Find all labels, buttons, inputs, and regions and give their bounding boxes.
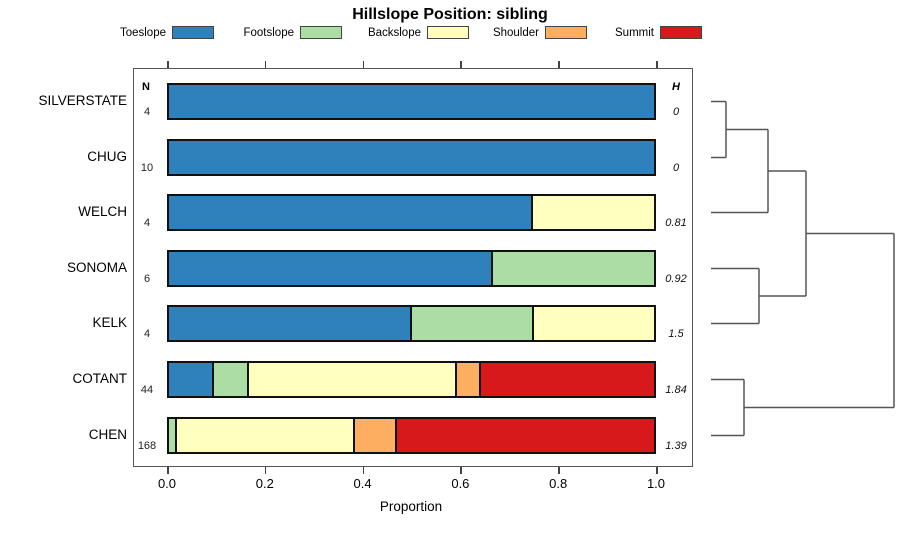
bar-cotant [167, 361, 656, 398]
bar-chug [167, 139, 656, 176]
x-axis-tick [167, 61, 169, 68]
legend-label: Footslope [243, 27, 294, 39]
bar-sonoma [167, 250, 656, 287]
legend-swatch-toeslope [172, 26, 214, 39]
n-column-header: N [142, 81, 150, 93]
x-axis-tick [362, 61, 365, 68]
bar-segment-toeslope [169, 307, 412, 340]
bar-segment-summit [397, 419, 654, 452]
row-label-welch: WELCH [78, 203, 127, 219]
row-label-silverstate: SILVERSTATE [38, 92, 127, 108]
bar-segment-backslope [533, 196, 654, 229]
x-axis-tick-label: 0.8 [549, 476, 568, 491]
row-label-chug: CHUG [87, 148, 127, 164]
bar-segment-shoulder [355, 419, 398, 452]
row-label-sonoma: SONOMA [66, 259, 127, 275]
bar-segment-toeslope [169, 85, 654, 118]
x-axis-tick-label: 0.2 [255, 476, 274, 491]
x-axis-tick-label: 1.0 [646, 476, 666, 491]
h-column-header: H [672, 81, 680, 93]
h-value: 0.81 [665, 217, 687, 229]
bar-kelk [167, 305, 656, 342]
bar-segment-footslope [493, 252, 654, 285]
bar-segment-toeslope [169, 363, 215, 396]
plot-area [133, 68, 693, 467]
bar-segment-toeslope [169, 196, 534, 229]
x-axis-label: Proportion [379, 499, 443, 514]
bar-segment-backslope [533, 307, 654, 340]
h-value: 0 [672, 106, 680, 118]
n-value: 4 [143, 217, 151, 229]
x-axis-tick-label: 0.4 [353, 476, 372, 491]
legend-swatch-shoulder [545, 26, 587, 39]
n-value: 168 [137, 440, 157, 452]
x-axis-tick [460, 61, 462, 68]
h-value: 0 [672, 162, 680, 174]
bar-segment-backslope [248, 363, 457, 396]
x-axis-tick [558, 467, 560, 474]
bar-segment-footslope [214, 363, 249, 396]
row-label-kelk: KELK [92, 314, 127, 330]
n-value: 4 [143, 106, 151, 118]
h-value: 1.84 [665, 384, 687, 396]
bar-segment-footslope [411, 307, 534, 340]
x-axis-tick [264, 467, 267, 474]
x-axis-tick [656, 467, 658, 474]
n-value: 4 [143, 328, 151, 340]
n-value: 44 [140, 384, 154, 396]
bar-welch [167, 194, 656, 231]
h-value: 1.5 [668, 328, 684, 340]
legend-label: Shoulder [492, 27, 539, 39]
x-axis-tick-label: 0.0 [157, 476, 177, 491]
bar-segment-backslope [176, 419, 356, 452]
x-axis-tick [656, 61, 658, 68]
x-axis-tick [558, 61, 560, 68]
legend-label: Summit [615, 27, 654, 39]
n-value: 10 [140, 162, 154, 174]
bar-segment-toeslope [169, 141, 654, 174]
legend-label: Toeslope [119, 27, 166, 39]
x-axis-tick [460, 467, 462, 474]
x-axis-tick [264, 61, 267, 68]
h-value: 1.39 [665, 440, 687, 452]
legend-swatch-summit [660, 26, 702, 39]
legend-label: Backslope [367, 27, 421, 39]
h-value: 0.92 [665, 273, 687, 285]
legend-swatch-backslope [427, 26, 469, 39]
bar-segment-toeslope [169, 252, 494, 285]
bar-segment-summit [480, 363, 654, 396]
legend-swatch-footslope [300, 26, 342, 39]
row-label-chen: CHEN [88, 426, 127, 442]
bar-segment-shoulder [456, 363, 481, 396]
n-value: 6 [143, 273, 151, 285]
bar-chen [167, 417, 656, 454]
x-axis-tick-label: 0.6 [451, 476, 470, 491]
row-label-cotant: COTANT [72, 370, 128, 386]
x-axis-tick [362, 467, 365, 474]
bar-segment-footslope [169, 419, 177, 452]
chart-title: Hillslope Position: sibling [352, 6, 548, 23]
bar-silverstate [167, 83, 656, 120]
x-axis-tick [167, 467, 169, 474]
